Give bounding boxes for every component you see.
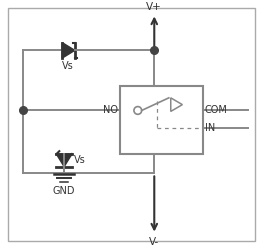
Text: GND: GND bbox=[53, 186, 75, 196]
Text: V-: V- bbox=[149, 237, 159, 248]
Polygon shape bbox=[56, 154, 72, 167]
Text: V+: V+ bbox=[146, 1, 162, 12]
FancyBboxPatch shape bbox=[120, 86, 203, 154]
Text: IN: IN bbox=[205, 123, 215, 133]
Text: NO: NO bbox=[103, 105, 118, 116]
Text: Vs: Vs bbox=[74, 155, 85, 165]
Text: Vs: Vs bbox=[62, 61, 74, 71]
Text: COM: COM bbox=[205, 105, 227, 116]
Polygon shape bbox=[62, 43, 75, 58]
Polygon shape bbox=[171, 98, 182, 111]
